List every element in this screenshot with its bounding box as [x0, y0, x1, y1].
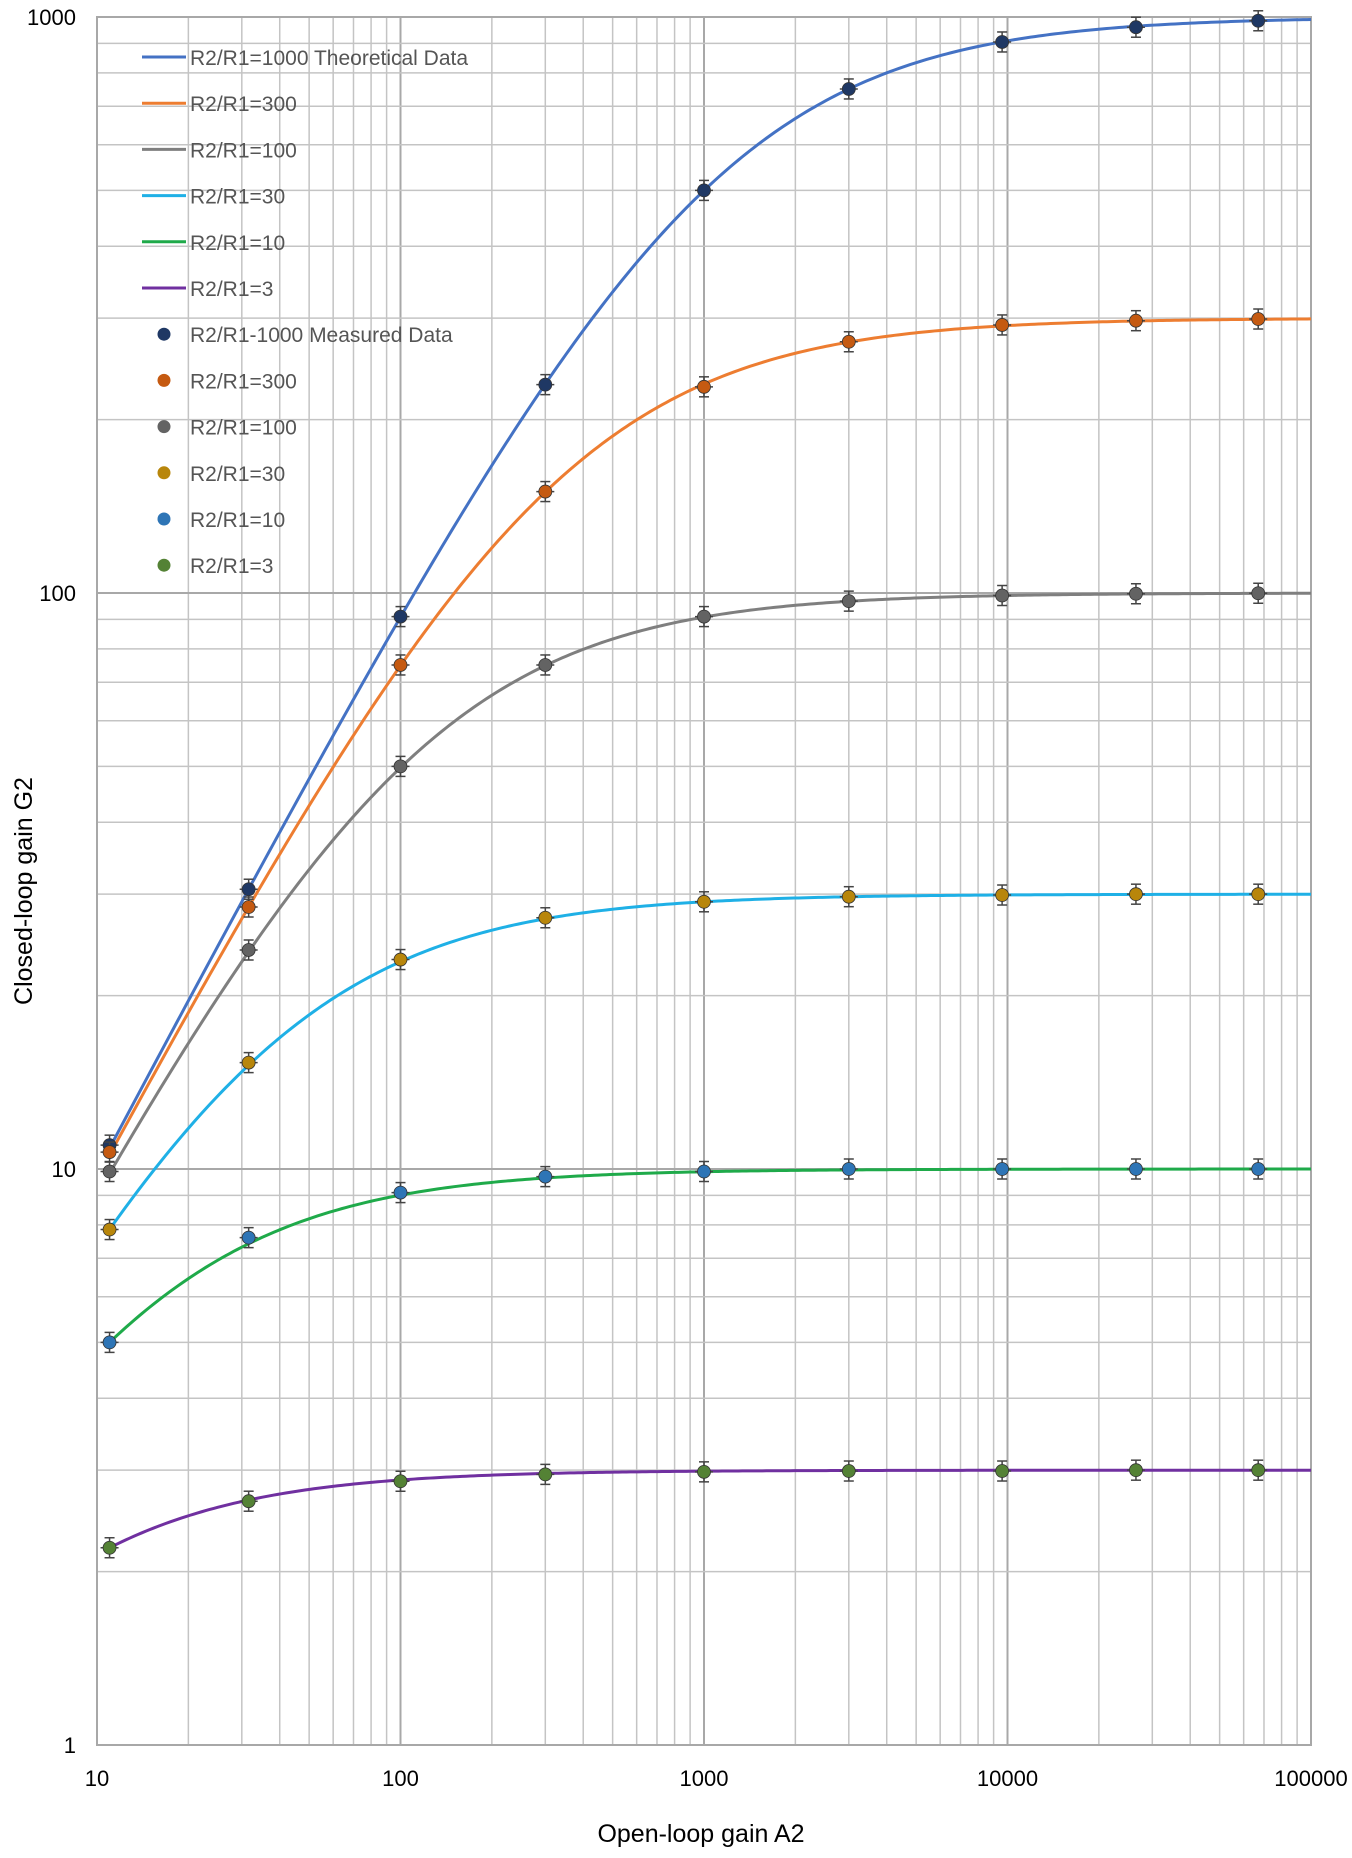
measured-point — [993, 1158, 1012, 1180]
y-tick-label: 10 — [52, 1157, 76, 1182]
measured-point — [695, 376, 713, 398]
svg-text:R2/R1=100: R2/R1=100 — [190, 139, 297, 162]
x-axis-title: Open-loop gain A2 — [597, 1820, 804, 1848]
measured-point — [1126, 309, 1145, 332]
measured-point — [839, 78, 858, 100]
measured-point — [1126, 1459, 1145, 1481]
svg-text:R2/R1=300: R2/R1=300 — [190, 370, 297, 393]
measured-point — [695, 891, 713, 913]
measured-point — [1126, 883, 1145, 905]
measured-point — [536, 1463, 555, 1486]
measured-point — [239, 896, 258, 918]
measured-point — [536, 907, 555, 929]
legend-item-marker: R2/R1=3 — [157, 555, 273, 578]
legend-item-marker: R2/R1=30 — [157, 463, 285, 486]
measured-point — [993, 31, 1012, 53]
x-tick-label: 100 — [382, 1766, 419, 1791]
x-tick-label: 10 — [85, 1766, 109, 1791]
svg-text:R2/R1=10: R2/R1=10 — [190, 232, 285, 255]
measured-point — [1249, 1158, 1268, 1180]
legend-item-marker: R2/R1=100 — [157, 417, 297, 440]
measured-point — [839, 331, 858, 353]
measured-point — [1249, 308, 1268, 330]
legend-item-line: R2/R1=100 — [142, 139, 297, 162]
measured-point — [239, 939, 258, 961]
measured-point — [695, 179, 713, 202]
tick-labels: 10 100 1000 10000 100000 1 10 100 1000 — [27, 5, 1348, 1791]
theoretical-curve — [108, 591, 1312, 1175]
measured-point — [839, 1460, 858, 1482]
legend-item-marker: R2/R1=300 — [157, 370, 297, 393]
svg-text:R2/R1=300: R2/R1=300 — [190, 93, 297, 116]
measured-point — [391, 1181, 410, 1204]
theoretical-curve — [108, 892, 1311, 1231]
svg-text:R2/R1-1000 Measured Data: R2/R1-1000 Measured Data — [190, 324, 453, 347]
measured-point — [695, 1461, 713, 1483]
measured-point — [536, 654, 555, 676]
measured-point — [391, 755, 410, 778]
legend-item-line: R2/R1=10 — [142, 232, 285, 255]
measured-point — [1249, 883, 1268, 905]
svg-text:R2/R1=1000 Theoretical Data: R2/R1=1000 Theoretical Data — [190, 47, 468, 70]
legend-item-line: R2/R1=300 — [142, 93, 297, 116]
measured-point — [536, 1165, 555, 1188]
measured-point — [239, 1490, 258, 1512]
legend-item-marker: R2/R1-1000 Measured Data — [157, 324, 453, 347]
measured-point — [839, 885, 858, 908]
y-tick-label: 1 — [64, 1733, 76, 1758]
svg-text:R2/R1=30: R2/R1=30 — [190, 186, 285, 209]
measured-point — [536, 480, 555, 503]
measured-point — [1126, 583, 1145, 605]
measured-point — [391, 948, 410, 971]
measured-point — [993, 1460, 1012, 1482]
grid — [96, 16, 1312, 1746]
measured-point — [391, 1470, 410, 1493]
measured-point — [839, 1158, 858, 1180]
measured-point — [239, 1051, 258, 1074]
measured-point — [391, 605, 410, 628]
measured-point — [536, 373, 555, 396]
measured-points — [100, 10, 1268, 1559]
x-tick-label: 1000 — [680, 1766, 729, 1791]
measured-point — [239, 1226, 258, 1249]
measured-point — [1249, 582, 1268, 605]
measured-point — [695, 605, 713, 628]
svg-text:R2/R1=100: R2/R1=100 — [190, 417, 297, 440]
measured-point — [695, 1160, 713, 1183]
x-tick-label: 10000 — [977, 1766, 1038, 1791]
legend-item-line: R2/R1=30 — [142, 186, 285, 209]
legend: R2/R1=1000 Theoretical Data R2/R1=300 R2/R… — [142, 47, 468, 578]
theoretical-curve — [108, 17, 1312, 1149]
theoretical-curve — [108, 317, 1312, 1156]
measured-point — [1249, 10, 1268, 32]
svg-text:R2/R1=3: R2/R1=3 — [190, 555, 273, 578]
measured-point — [1126, 16, 1145, 38]
svg-text:R2/R1=30: R2/R1=30 — [190, 463, 285, 486]
measured-point — [1249, 1459, 1268, 1481]
measured-point — [993, 584, 1012, 607]
y-tick-label: 100 — [39, 581, 76, 606]
theoretical-curve — [108, 1468, 1311, 1550]
legend-item-marker: R2/R1=10 — [157, 509, 285, 532]
theoretical-curves — [108, 17, 1312, 1550]
measured-point — [100, 1218, 119, 1241]
svg-text:R2/R1=3: R2/R1=3 — [190, 278, 273, 301]
measured-point — [100, 1160, 119, 1183]
plot-frame — [96, 16, 1312, 1746]
measured-point — [100, 1331, 119, 1354]
y-tick-label: 1000 — [27, 5, 76, 30]
legend-item-line: R2/R1=3 — [142, 278, 273, 301]
measured-point — [100, 1537, 119, 1559]
y-axis-title: Closed-loop gain G2 — [10, 777, 38, 1005]
legend-item-line: R2/R1=1000 Theoretical Data — [142, 47, 468, 70]
svg-text:R2/R1=10: R2/R1=10 — [190, 509, 285, 532]
measured-point — [993, 884, 1012, 906]
measured-point — [391, 654, 410, 676]
measured-point — [1126, 1158, 1145, 1180]
measured-point — [993, 314, 1012, 336]
measured-point — [839, 590, 858, 612]
x-tick-label: 100000 — [1274, 1766, 1347, 1791]
